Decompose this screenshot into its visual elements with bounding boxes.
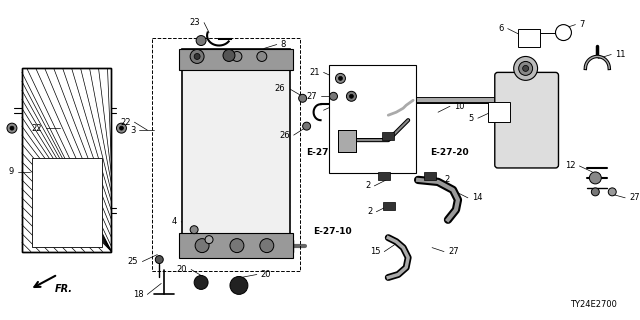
- Bar: [328, 65, 416, 173]
- Text: E-27-10: E-27-10: [307, 148, 345, 156]
- Bar: [22, 68, 111, 252]
- Text: FR.: FR.: [55, 284, 73, 294]
- Text: 22: 22: [120, 118, 131, 127]
- Circle shape: [523, 65, 529, 71]
- Circle shape: [205, 236, 213, 244]
- Bar: [518, 28, 540, 46]
- Text: 2: 2: [444, 175, 449, 184]
- Circle shape: [349, 94, 353, 98]
- Text: 8: 8: [281, 40, 286, 49]
- Circle shape: [195, 239, 209, 252]
- FancyBboxPatch shape: [495, 72, 559, 168]
- Text: 26: 26: [279, 131, 290, 140]
- Bar: [22, 68, 111, 252]
- Text: 12: 12: [565, 162, 575, 171]
- Text: 9: 9: [9, 167, 14, 176]
- Circle shape: [230, 239, 244, 252]
- Circle shape: [116, 123, 127, 133]
- Text: 27: 27: [448, 247, 459, 256]
- Circle shape: [190, 226, 198, 234]
- Bar: [488, 102, 509, 122]
- Text: 6: 6: [499, 24, 504, 33]
- Circle shape: [7, 123, 17, 133]
- Text: 24: 24: [367, 86, 378, 95]
- Bar: [382, 132, 394, 140]
- Text: 27: 27: [306, 92, 317, 101]
- Text: 16: 16: [340, 100, 351, 109]
- Text: 7: 7: [579, 20, 585, 29]
- Text: 17: 17: [360, 165, 371, 174]
- Bar: [179, 233, 292, 258]
- Bar: [152, 37, 300, 271]
- Bar: [339, 130, 356, 152]
- Text: 10: 10: [454, 102, 465, 111]
- Text: 27: 27: [629, 193, 640, 202]
- Circle shape: [257, 52, 267, 61]
- Bar: [383, 202, 396, 210]
- Circle shape: [190, 50, 204, 63]
- Text: 25: 25: [128, 257, 138, 266]
- Circle shape: [299, 94, 307, 102]
- Text: 1: 1: [185, 243, 190, 252]
- Circle shape: [556, 25, 572, 41]
- Text: 18: 18: [132, 290, 143, 299]
- Bar: [339, 130, 356, 152]
- Text: 2: 2: [367, 207, 372, 216]
- Text: 26: 26: [274, 84, 285, 93]
- Text: 21: 21: [309, 68, 319, 77]
- Text: 4: 4: [172, 217, 177, 226]
- Circle shape: [303, 122, 310, 130]
- Text: E-27-20: E-27-20: [430, 148, 468, 156]
- Circle shape: [156, 256, 163, 264]
- Bar: [424, 172, 436, 180]
- Text: 2: 2: [365, 181, 371, 190]
- Circle shape: [196, 36, 206, 45]
- Text: 13: 13: [364, 96, 374, 105]
- Text: 2: 2: [367, 130, 372, 139]
- Circle shape: [330, 92, 337, 100]
- Bar: [179, 49, 292, 70]
- Circle shape: [194, 276, 208, 289]
- Bar: [32, 158, 102, 247]
- Text: 20: 20: [261, 270, 271, 279]
- Circle shape: [346, 91, 356, 101]
- Circle shape: [120, 126, 124, 130]
- Circle shape: [339, 76, 342, 80]
- Text: 20: 20: [177, 265, 187, 274]
- Circle shape: [260, 239, 274, 252]
- Circle shape: [335, 73, 346, 83]
- Circle shape: [514, 56, 538, 80]
- Circle shape: [223, 50, 235, 61]
- Text: 22: 22: [31, 124, 42, 133]
- Circle shape: [608, 188, 616, 196]
- Bar: [378, 172, 390, 180]
- Text: 15: 15: [370, 247, 380, 256]
- Text: E-27-10: E-27-10: [314, 227, 352, 236]
- Text: 19: 19: [255, 56, 266, 65]
- Text: 11: 11: [615, 50, 626, 59]
- Circle shape: [230, 276, 248, 294]
- Circle shape: [194, 53, 200, 60]
- Text: 3: 3: [130, 126, 136, 135]
- Text: 14: 14: [472, 193, 483, 202]
- Text: 5: 5: [468, 114, 474, 123]
- Circle shape: [591, 188, 599, 196]
- Bar: [182, 49, 290, 258]
- Circle shape: [518, 61, 532, 76]
- Text: TY24E2700: TY24E2700: [570, 300, 617, 309]
- Circle shape: [232, 52, 242, 61]
- Circle shape: [10, 126, 14, 130]
- Circle shape: [589, 172, 602, 184]
- Text: 23: 23: [189, 18, 200, 27]
